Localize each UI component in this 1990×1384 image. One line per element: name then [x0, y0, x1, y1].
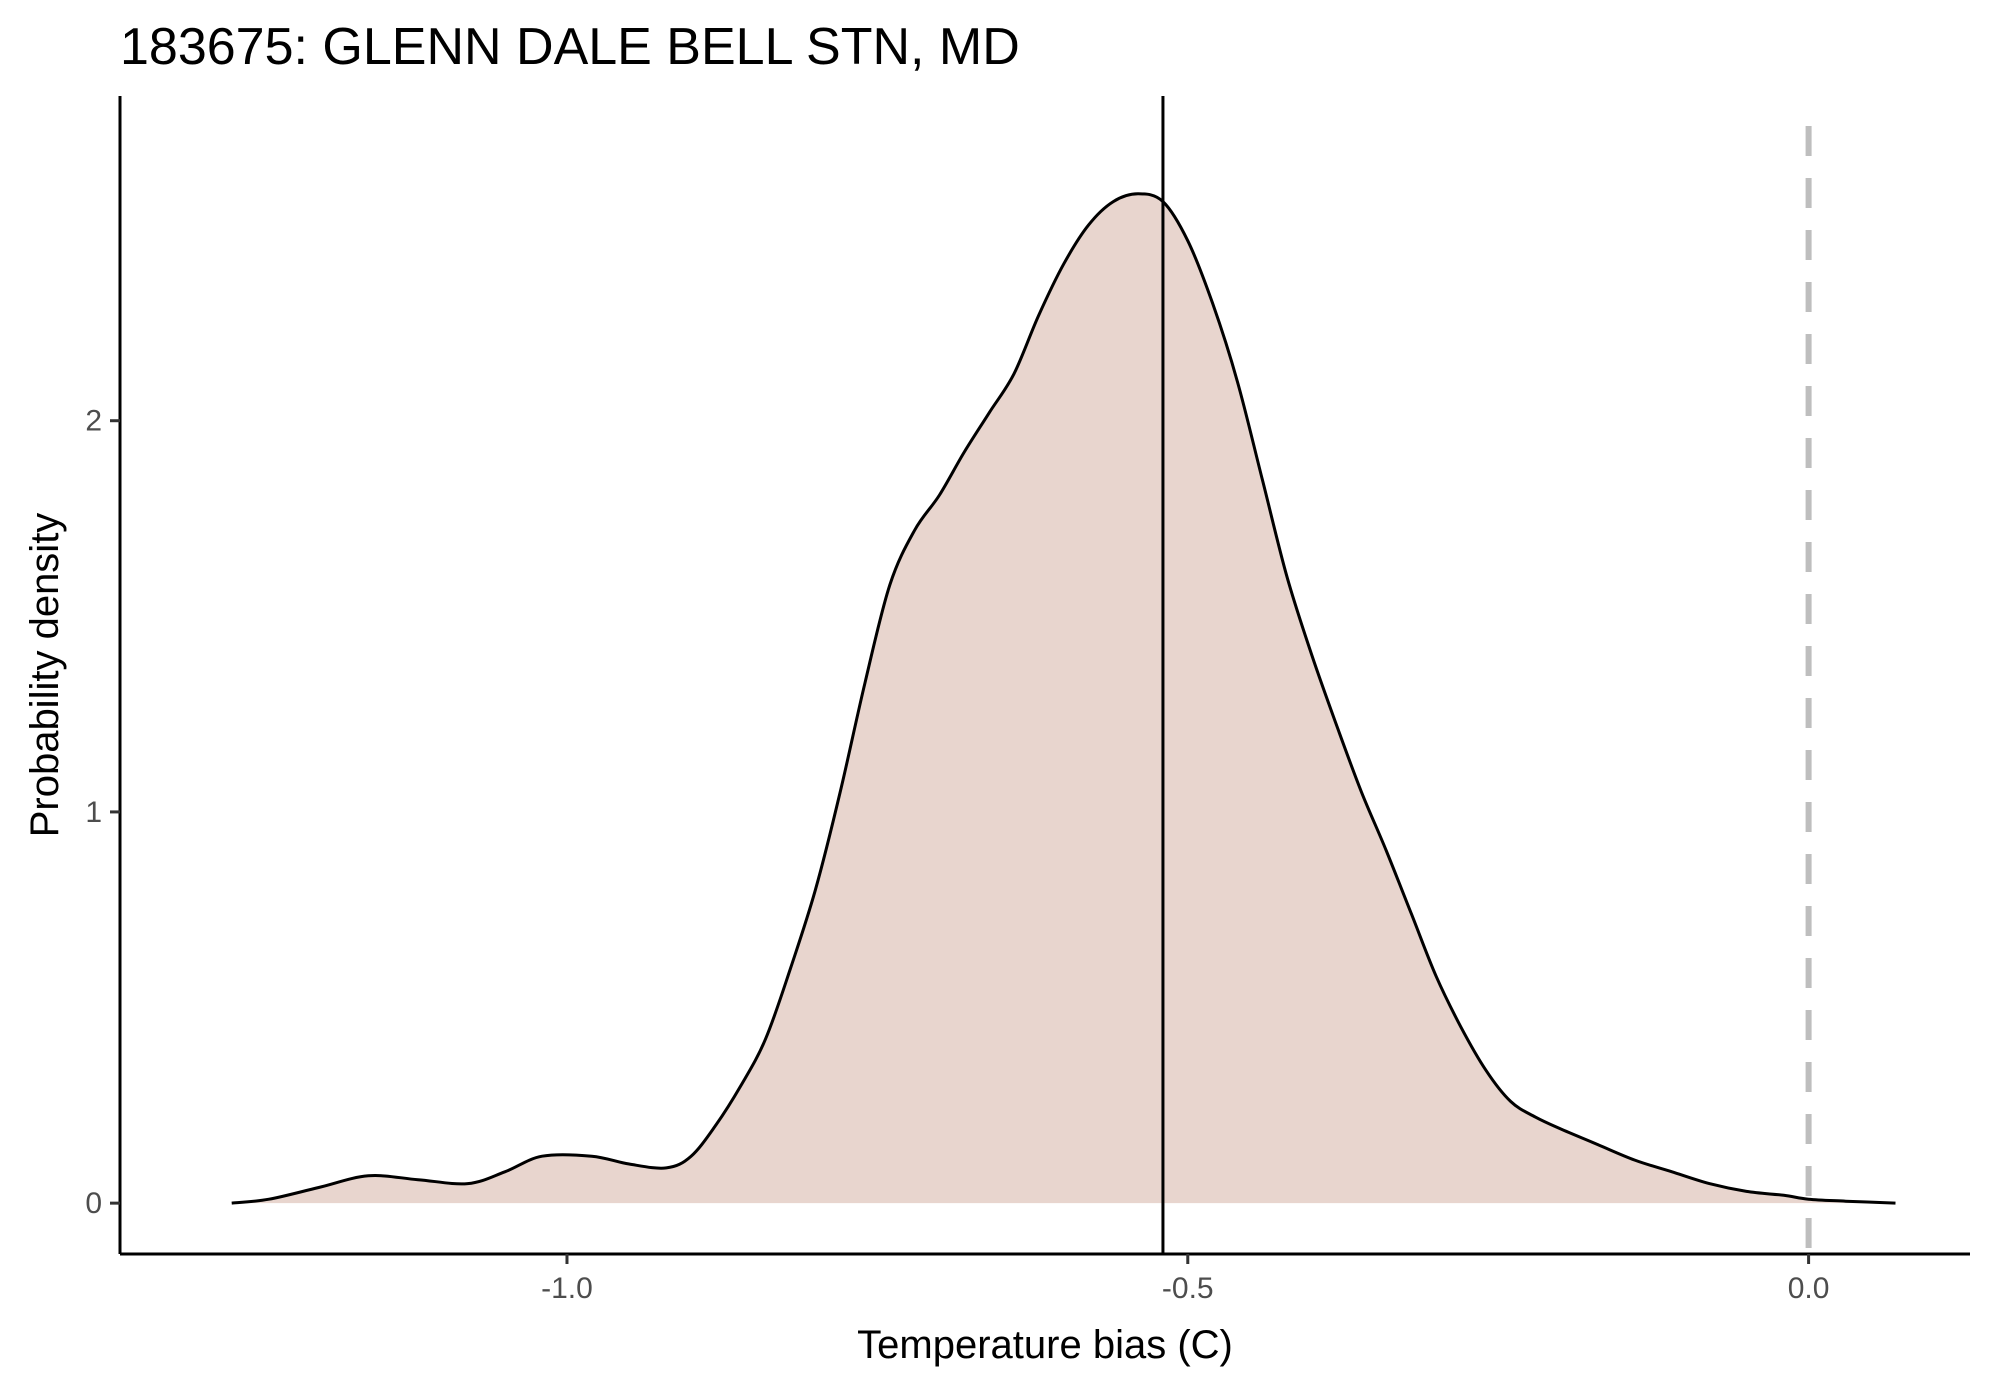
x-tick-label: 0.0 [1788, 1272, 1830, 1305]
density-area-fill [231, 193, 1896, 1204]
y-tick-label: 2 [85, 405, 102, 438]
plot-area [231, 96, 1896, 1254]
y-tick-label: 1 [85, 796, 102, 829]
y-axis-title: Probability density [23, 513, 67, 838]
x-tick-label: -0.5 [1162, 1272, 1214, 1305]
x-tick-label: -1.0 [541, 1272, 593, 1305]
density-curve-line [231, 192, 1896, 1205]
y-tick-label: 0 [85, 1187, 102, 1220]
x-axis-ticks: -1.0 -0.5 0.0 [541, 1254, 1829, 1305]
y-axis-ticks: 0 1 2 [85, 405, 120, 1220]
x-axis-title: Temperature bias (C) [857, 1323, 1233, 1367]
chart-title: 183675: GLENN DALE BELL STN, MD [120, 18, 1020, 76]
